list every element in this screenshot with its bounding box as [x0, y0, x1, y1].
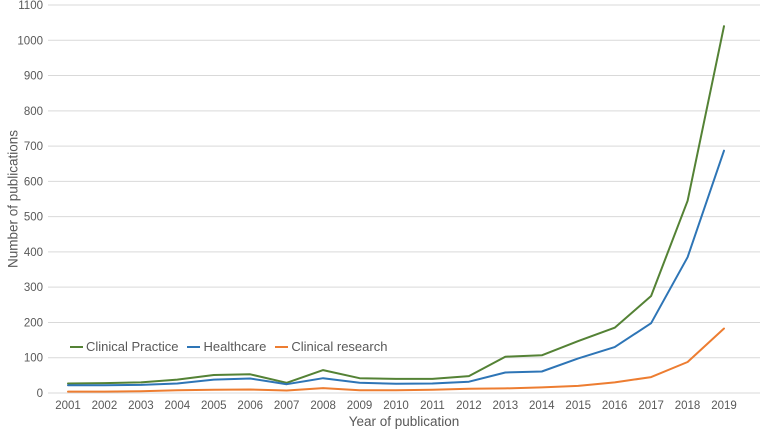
x-tick-label: 2017: [638, 400, 664, 412]
legend-label: Clinical research: [291, 339, 388, 354]
y-tick-label: 300: [24, 282, 43, 294]
x-tick-label: 2009: [347, 400, 373, 412]
x-tick-label: 2006: [237, 400, 263, 412]
series-line-clinical-research: [67, 327, 725, 393]
x-tick-label: 2015: [565, 400, 591, 412]
y-tick-label: 900: [24, 71, 43, 83]
y-tick-label: 500: [24, 212, 43, 224]
x-tick-label: 2007: [274, 400, 300, 412]
gridlines: [48, 4, 760, 394]
x-tick-label: 2012: [456, 400, 482, 412]
legend-label: Healthcare: [203, 339, 267, 354]
x-tick-label: 2002: [92, 400, 118, 412]
legend-dash-icon: [275, 345, 289, 348]
legend-item-clinical-research: Clinical research: [275, 339, 387, 354]
legend: Clinical Practice Healthcare Clinical re…: [70, 339, 387, 354]
y-tick-label: 600: [24, 176, 43, 188]
x-axis-title: Year of publication: [348, 414, 460, 429]
y-tick-label: 1100: [18, 0, 43, 12]
x-tick-labels: 2001 2002 2003 2004 2005 2006 2007 2008 2009 2010…: [55, 400, 737, 412]
x-tick-label: 2003: [128, 400, 154, 412]
legend-item-clinical-practice: Clinical Practice: [70, 339, 178, 354]
x-tick-label: 2005: [201, 400, 227, 412]
y-axis-title: Number of publications: [5, 129, 21, 269]
y-tick-label: 800: [24, 106, 43, 118]
x-tick-label: 2014: [529, 400, 555, 412]
y-tick-label: 1000: [17, 35, 43, 47]
legend-dash-icon: [187, 345, 201, 348]
series-line-healthcare: [67, 149, 725, 387]
legend-dash-icon: [70, 345, 83, 348]
legend-label: Clinical Practice: [86, 339, 179, 354]
y-tick-label: 100: [24, 353, 43, 365]
x-tick-label: 2016: [602, 400, 628, 412]
y-tick-label: 700: [24, 141, 43, 153]
y-tick-label: 400: [24, 247, 43, 259]
x-tick-label: 2010: [383, 400, 409, 412]
x-tick-label: 2018: [675, 400, 701, 412]
legend-item-healthcare: Healthcare: [187, 339, 266, 354]
x-tick-label: 2008: [310, 400, 336, 412]
x-tick-label: 2013: [493, 400, 519, 412]
x-tick-label: 2004: [165, 400, 191, 412]
y-tick-label: 0: [37, 388, 43, 400]
y-tick-labels: 0 100 200 300 400 500 600 700 800 900 1000 1100: [17, 0, 43, 400]
x-tick-label: 2019: [711, 400, 737, 412]
series-line-clinical-practice: [67, 25, 725, 385]
x-tick-label: 2001: [55, 400, 81, 412]
x-tick-label: 2011: [420, 400, 445, 412]
y-tick-label: 200: [24, 317, 43, 329]
